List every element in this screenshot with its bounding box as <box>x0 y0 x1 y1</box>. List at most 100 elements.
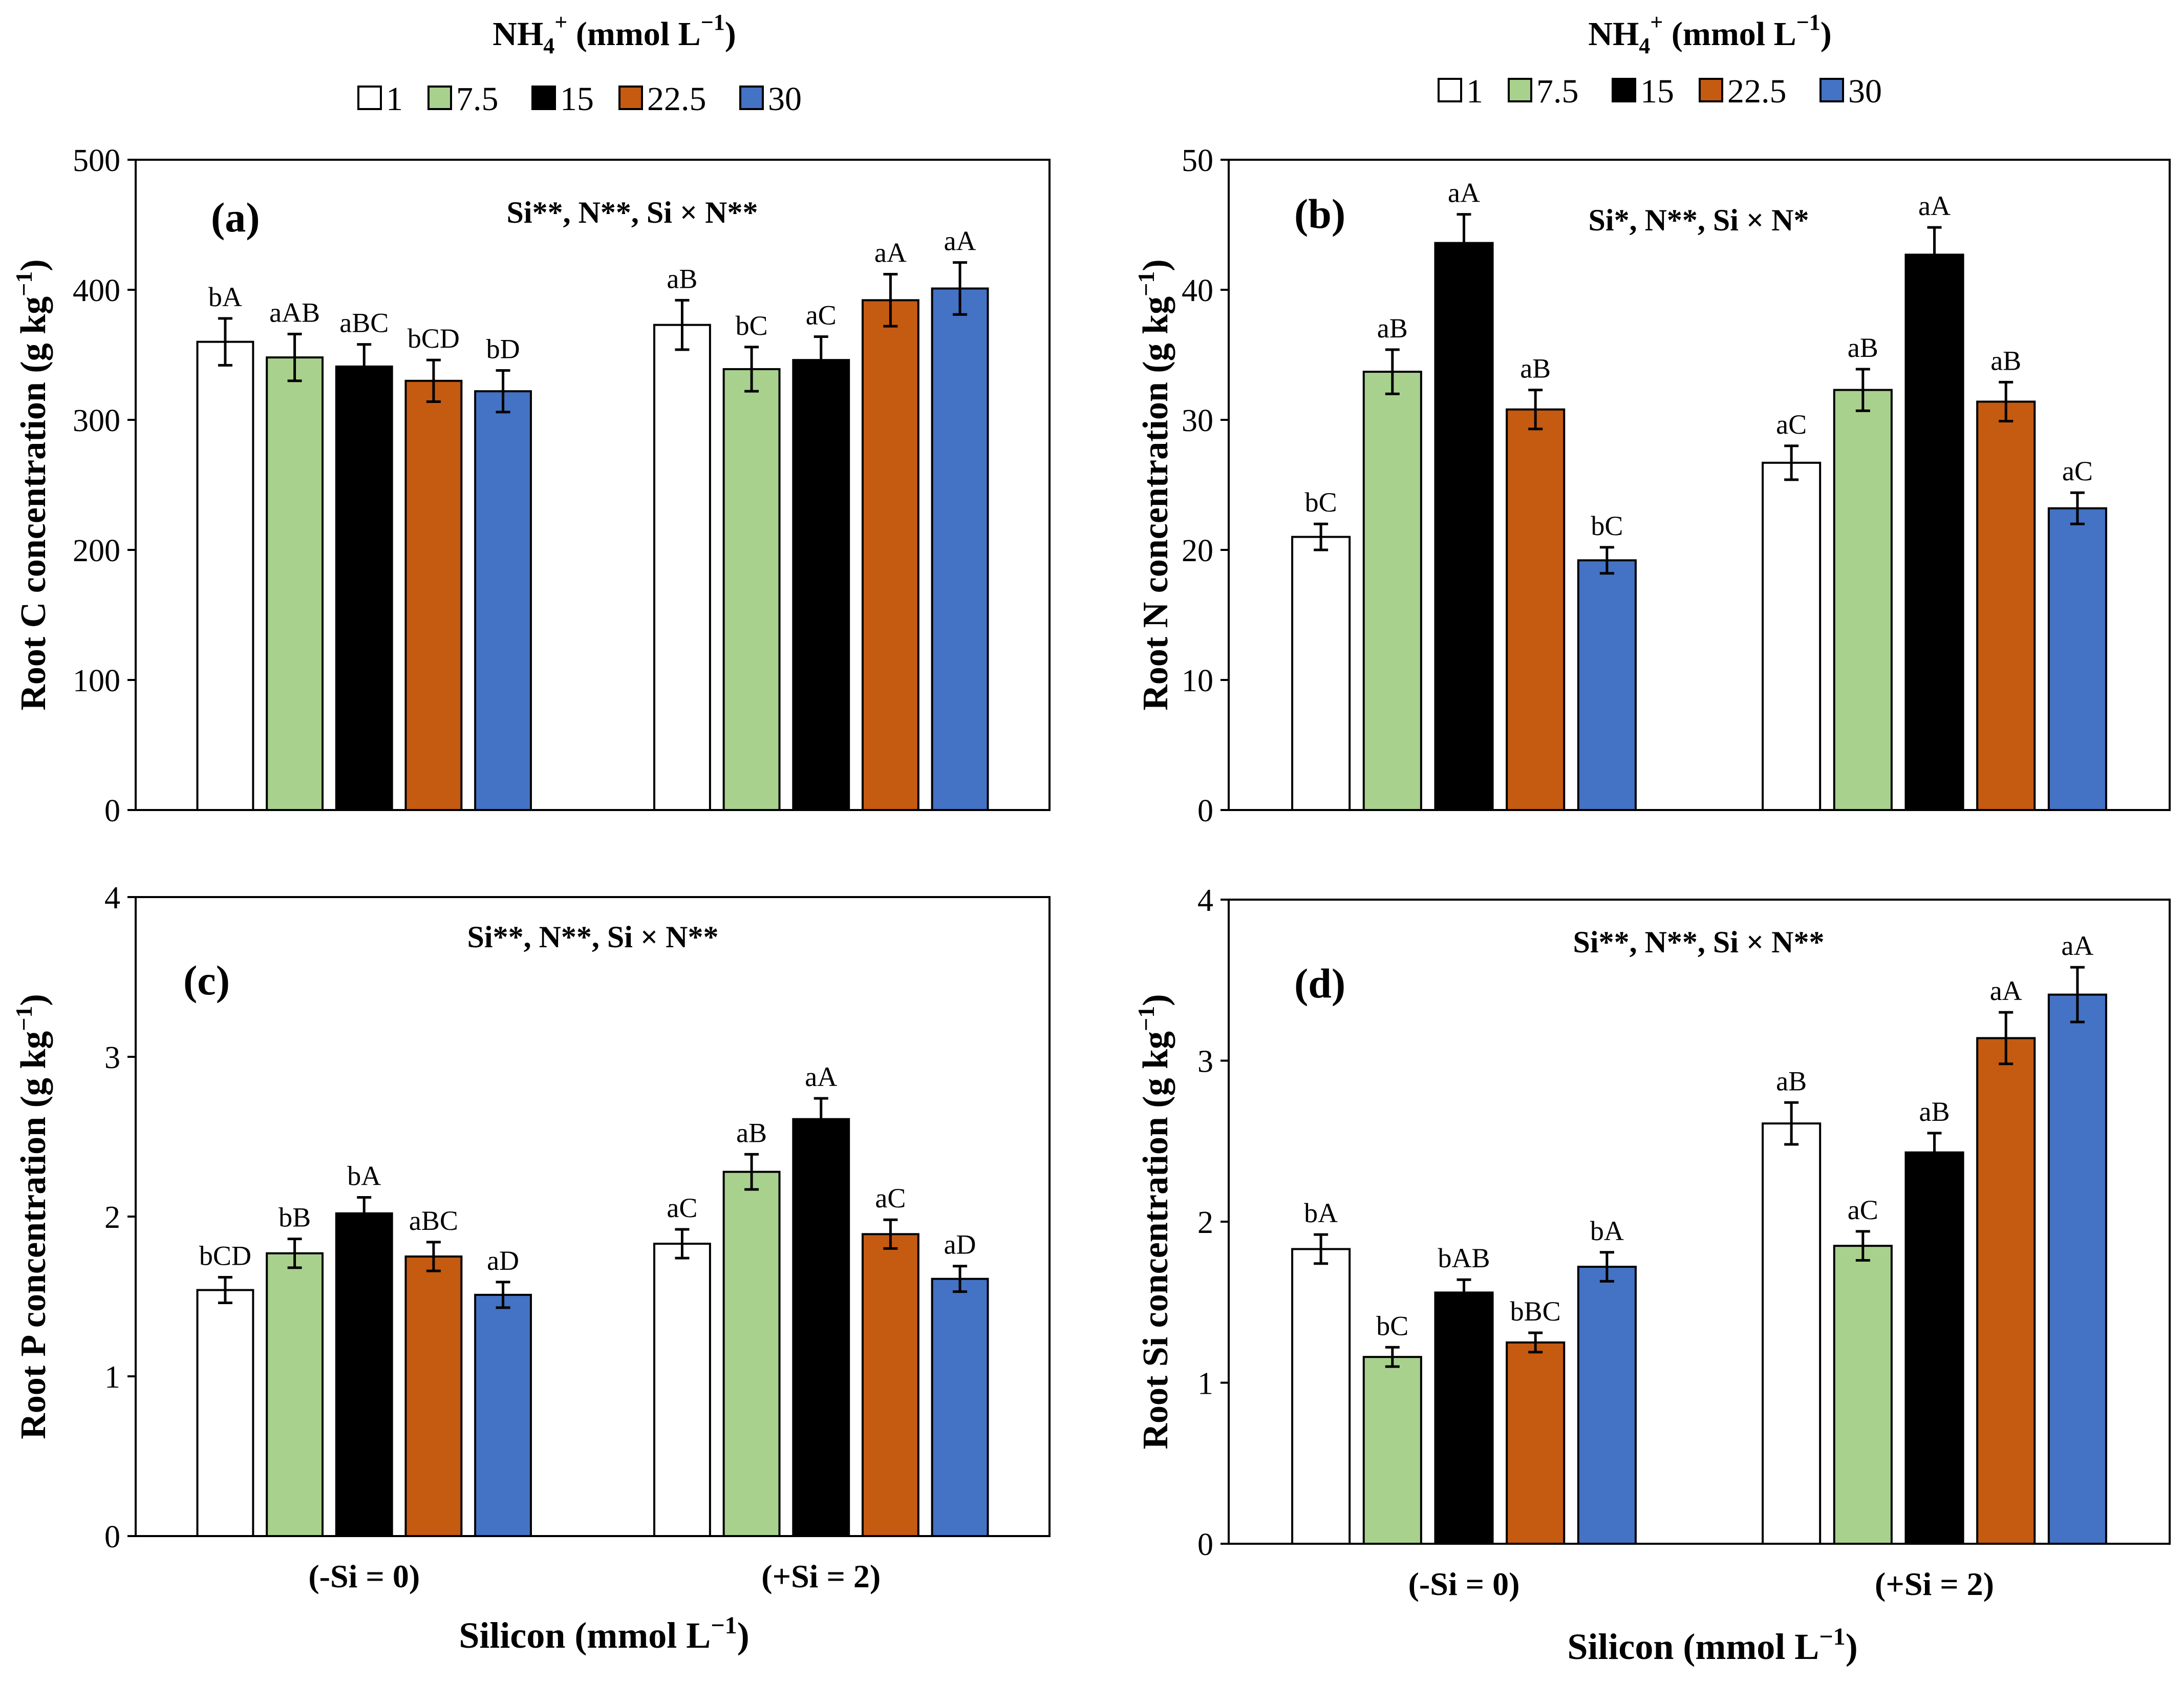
y-tick-label-c-1: 1 <box>104 1360 120 1395</box>
bar-label-d-1-30: aA <box>2061 930 2093 961</box>
bar-label-b-0-1: bC <box>1305 487 1337 518</box>
legend-left: NH4+ (mmol L−1) 1 7.5 15 22.5 30 <box>357 10 802 118</box>
bar-a-0-7.5 <box>266 356 324 811</box>
bar-b-1-7.5 <box>1833 389 1893 811</box>
legend-swatch-22.5 <box>1699 78 1723 102</box>
legend-label-7.5: 7.5 <box>1536 73 1579 110</box>
legend-swatch-15 <box>531 86 556 110</box>
y-axis-title-d: Root Si concentration (g kg−1) <box>1133 994 1175 1449</box>
bar-c-0-7.5 <box>266 1252 324 1537</box>
bar-label-a-1-1: aB <box>667 263 697 294</box>
y-tick-label-b-40: 40 <box>1182 273 1213 308</box>
x-tick-label-d-0: (-Si = 0) <box>1408 1566 1520 1602</box>
bar-label-d-1-7.5: aC <box>1848 1195 1878 1225</box>
legend-right: NH4+ (mmol L−1) 1 7.5 15 22.5 30 <box>1438 10 1882 110</box>
bar-label-a-1-7.5: bC <box>736 310 768 341</box>
x-axis-title-left: Silicon (mmol L−1) <box>459 1612 749 1656</box>
x-axis-title-right: Silicon (mmol L−1) <box>1567 1623 1857 1667</box>
bar-a-1-7.5 <box>722 368 781 811</box>
stats-annotation-b: Si*, N**, Si × N* <box>1589 203 1809 237</box>
bar-d-0-7.5 <box>1362 1356 1422 1545</box>
bar-label-c-1-1: aC <box>667 1193 697 1223</box>
bar-c-1-22.5 <box>861 1233 919 1538</box>
bar-label-b-1-1: aC <box>1776 409 1807 440</box>
bar-label-b-1-22.5: aB <box>1990 345 2021 376</box>
legend-label-7.5: 7.5 <box>456 80 499 118</box>
legend-label-22.5: 22.5 <box>1727 73 1787 110</box>
bar-a-1-1 <box>653 324 711 811</box>
y-axis-title-c: Root P concentration (g kg−1) <box>11 994 53 1439</box>
legend-swatch-30 <box>739 86 764 110</box>
bar-a-0-22.5 <box>404 379 463 811</box>
bar-b-1-22.5 <box>1976 400 2036 811</box>
bar-b-1-1 <box>1762 461 1822 811</box>
y-tick-label-a-500: 500 <box>73 143 120 178</box>
bar-d-0-1 <box>1291 1248 1351 1545</box>
legend-label-1: 1 <box>386 80 403 118</box>
legend-swatch-22.5 <box>618 86 643 110</box>
bar-label-b-0-15: aA <box>1448 178 1480 208</box>
bar-label-a-1-22.5: aA <box>874 238 907 268</box>
y-tick-label-a-300: 300 <box>73 403 120 438</box>
bar-b-1-30 <box>2047 507 2107 811</box>
stats-annotation-d: Si**, N**, Si × N** <box>1573 925 1825 959</box>
bar-label-b-0-7.5: aB <box>1377 313 1408 344</box>
bar-label-b-0-30: bC <box>1591 510 1623 541</box>
bar-b-0-15 <box>1434 242 1494 811</box>
y-tick-label-d-0: 0 <box>1197 1527 1213 1562</box>
bar-a-1-15 <box>792 359 850 811</box>
y-tick-label-a-200: 200 <box>73 534 120 568</box>
bar-c-1-7.5 <box>722 1170 781 1537</box>
x-tick-label-c-1: (+Si = 2) <box>761 1558 881 1594</box>
bar-a-1-30 <box>931 287 989 811</box>
panel-a: Root C concentration (g kg−1) (a) Si**, … <box>11 143 1051 828</box>
bar-label-d-0-15: bAB <box>1438 1243 1490 1273</box>
y-tick-label-d-2: 2 <box>1197 1205 1213 1240</box>
bar-c-1-30 <box>931 1278 989 1537</box>
panel-b: Root N concentration (g kg−1) (b) Si*, N… <box>1133 143 2171 828</box>
bar-label-b-1-15: aA <box>1918 190 1951 221</box>
bar-b-1-15 <box>1904 253 1964 811</box>
y-tick-label-d-4: 4 <box>1197 883 1213 918</box>
panel-label-d: (d) <box>1294 960 1345 1007</box>
y-tick-label-c-4: 4 <box>104 881 120 915</box>
bar-label-a-0-30: bD <box>486 333 520 364</box>
plot-frame-a <box>135 159 1051 811</box>
y-tick-label-b-30: 30 <box>1182 403 1213 438</box>
legend-label-15: 15 <box>1640 73 1674 110</box>
bar-d-1-1 <box>1762 1122 1822 1545</box>
bar-label-d-1-15: aB <box>1919 1096 1950 1127</box>
bar-label-a-0-7.5: aAB <box>269 297 320 328</box>
legend-label-15: 15 <box>560 80 594 118</box>
bar-label-a-1-30: aA <box>944 226 976 257</box>
bar-c-0-1 <box>196 1289 254 1538</box>
legend-swatch-7.5 <box>427 86 452 110</box>
legend-swatch-30 <box>1819 78 1844 102</box>
bar-d-1-22.5 <box>1976 1037 2036 1545</box>
x-tick-label-d-1: (+Si = 2) <box>1875 1566 1994 1602</box>
bar-a-1-22.5 <box>861 299 919 811</box>
panel-label-b: (b) <box>1294 190 1345 237</box>
stats-annotation-a: Si**, N**, Si × N** <box>507 196 758 229</box>
y-axis-title-b: Root N concentration (g kg−1) <box>1133 259 1175 710</box>
bar-label-a-0-15: aBC <box>339 308 389 338</box>
legend-swatch-1 <box>357 86 382 110</box>
bar-label-d-0-22.5: bBC <box>1510 1296 1561 1327</box>
legend-label-30: 30 <box>768 80 802 118</box>
bar-b-0-30 <box>1577 559 1637 811</box>
bar-d-1-7.5 <box>1833 1245 1893 1545</box>
y-tick-label-a-100: 100 <box>73 664 120 698</box>
legend-swatch-1 <box>1438 78 1462 102</box>
bar-label-c-0-7.5: bB <box>279 1202 311 1233</box>
bar-b-0-7.5 <box>1362 371 1422 811</box>
bar-label-d-1-22.5: aA <box>1990 975 2022 1006</box>
bar-a-0-1 <box>196 340 254 811</box>
bar-label-a-0-22.5: bCD <box>408 323 460 354</box>
bar-d-1-15 <box>1904 1151 1964 1545</box>
bar-d-0-22.5 <box>1506 1341 1566 1545</box>
bar-label-b-1-30: aC <box>2062 456 2093 486</box>
bar-label-d-0-30: bA <box>1590 1216 1624 1246</box>
bar-label-c-1-22.5: aC <box>875 1183 906 1213</box>
legend-label-1: 1 <box>1466 73 1483 110</box>
